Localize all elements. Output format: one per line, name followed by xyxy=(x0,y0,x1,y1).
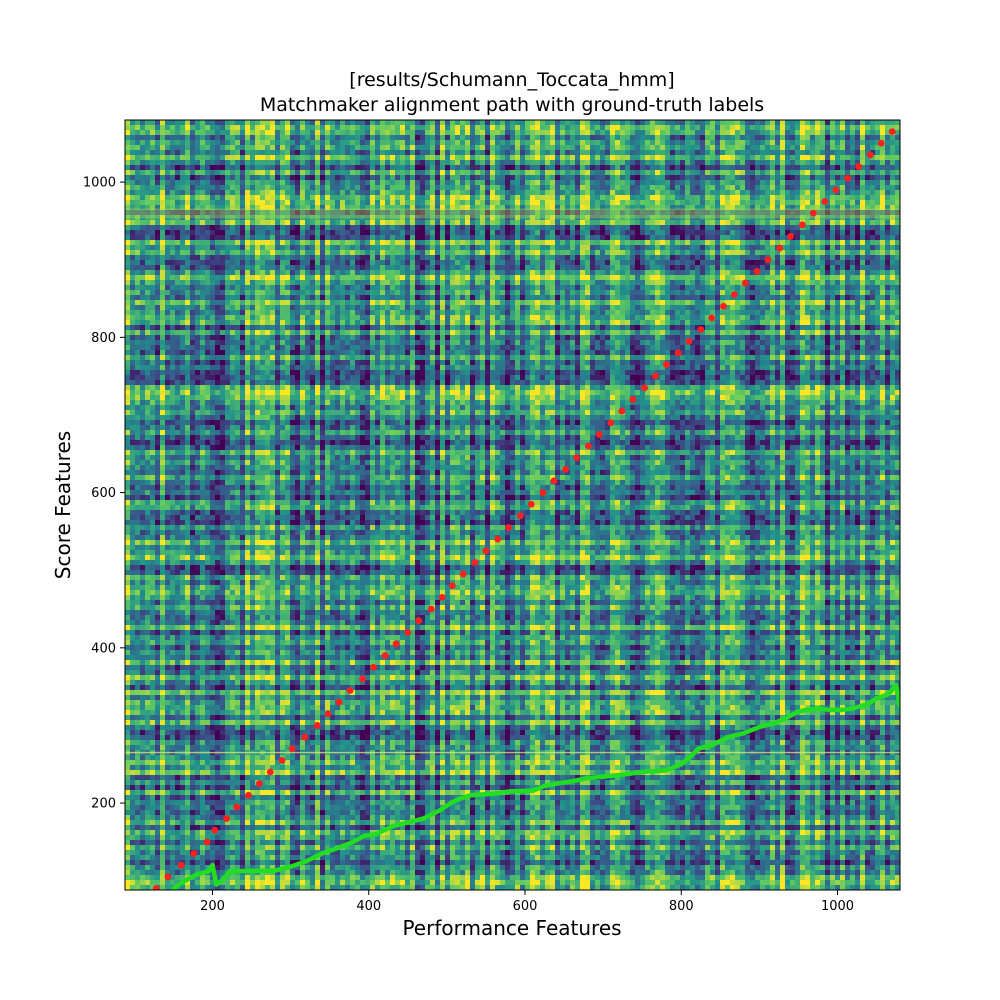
ground-truth-point xyxy=(428,606,435,613)
ground-truth-point xyxy=(336,699,343,706)
ground-truth-point xyxy=(289,745,296,752)
ground-truth-point xyxy=(675,349,682,356)
ground-truth-point xyxy=(165,873,172,880)
cost-heatmap xyxy=(125,120,900,890)
ground-truth-point xyxy=(314,722,321,729)
ground-truth-point xyxy=(256,780,263,787)
alignment-path-segment xyxy=(470,794,493,796)
x-tick-label: 600 xyxy=(513,899,538,914)
alignment-path-segment xyxy=(230,871,275,872)
ground-truth-point xyxy=(505,524,512,531)
alignment-path-segment xyxy=(642,770,665,772)
ground-truth-point xyxy=(855,163,862,170)
ground-truth-point xyxy=(382,652,389,659)
ground-truth-point xyxy=(439,594,446,601)
ground-truth-point xyxy=(267,769,274,776)
x-axis-label: Performance Features xyxy=(402,916,621,940)
ground-truth-point xyxy=(878,140,885,147)
ground-truth-point xyxy=(528,501,535,508)
ground-truth-point xyxy=(204,838,211,845)
x-tick-label: 1000 xyxy=(821,899,854,914)
ground-truth-point xyxy=(153,885,160,892)
ground-truth-point xyxy=(697,326,704,333)
ground-truth-point xyxy=(867,152,874,159)
ground-truth-point xyxy=(608,419,615,426)
ground-truth-point xyxy=(822,198,829,205)
ground-truth-point xyxy=(776,245,783,252)
ground-truth-point xyxy=(483,547,490,554)
alignment-path-segment xyxy=(588,777,604,779)
ground-truth-point xyxy=(370,664,377,671)
y-tick-label: 200 xyxy=(91,797,116,812)
ground-truth-point xyxy=(359,675,366,682)
y-axis-ticks: 200 400 600 800 1000 xyxy=(83,176,125,812)
ground-truth-point xyxy=(889,128,896,135)
ground-truth-point xyxy=(742,280,749,287)
ground-truth-point xyxy=(449,582,456,589)
ground-truth-point xyxy=(562,466,569,473)
alignment-path-segment xyxy=(556,781,572,783)
ground-truth-point xyxy=(517,512,524,519)
x-tick-label: 200 xyxy=(200,899,225,914)
ground-truth-point xyxy=(190,850,197,857)
ground-truth-point xyxy=(686,338,693,345)
ground-truth-point xyxy=(573,454,580,461)
ground-truth-point xyxy=(810,210,817,217)
ground-truth-point xyxy=(245,792,252,799)
ground-truth-point xyxy=(629,396,636,403)
ground-truth-point xyxy=(708,315,715,322)
x-tick-label: 400 xyxy=(356,899,381,914)
ground-truth-point xyxy=(663,361,670,368)
chart-title-line1: [results/Schumann_Toccata_hmm] xyxy=(349,69,674,91)
ground-truth-point xyxy=(641,384,648,391)
ground-truth-point xyxy=(233,804,240,811)
y-tick-label: 600 xyxy=(91,486,116,501)
ground-truth-point xyxy=(279,757,286,764)
ground-truth-point xyxy=(720,303,727,310)
x-axis-ticks: 200 400 600 800 1000 xyxy=(200,890,854,914)
ground-truth-point xyxy=(799,221,806,228)
chart-title-line2: Matchmaker alignment path with ground-tr… xyxy=(260,94,764,116)
alignment-path-segment xyxy=(494,791,510,793)
ground-truth-point xyxy=(404,629,411,636)
y-tick-label: 400 xyxy=(91,641,116,656)
ground-truth-point xyxy=(585,443,592,450)
alignment-path-segment xyxy=(603,775,619,777)
ground-truth-point xyxy=(472,559,479,566)
ground-truth-point xyxy=(652,373,659,380)
alignment-path-segment xyxy=(509,791,532,792)
ground-truth-point xyxy=(551,478,558,485)
y-tick-label: 800 xyxy=(91,331,116,346)
ground-truth-point xyxy=(833,186,840,193)
ground-truth-point xyxy=(325,710,332,717)
ground-truth-point xyxy=(540,489,547,496)
ground-truth-point xyxy=(765,256,772,263)
ground-truth-point xyxy=(223,815,230,822)
ground-truth-point xyxy=(787,233,794,240)
ground-truth-point xyxy=(754,268,761,275)
ground-truth-point xyxy=(596,431,603,438)
ground-truth-point xyxy=(460,571,467,578)
ground-truth-point xyxy=(618,408,625,415)
ground-truth-point xyxy=(178,862,185,869)
x-tick-label: 800 xyxy=(669,899,694,914)
ground-truth-point xyxy=(347,687,354,694)
alignment-path-segment xyxy=(572,778,588,781)
ground-truth-point xyxy=(494,536,501,543)
ground-truth-point xyxy=(393,641,400,648)
ground-truth-point xyxy=(301,734,308,741)
ground-truth-point xyxy=(211,827,218,834)
y-tick-label: 1000 xyxy=(83,176,116,191)
ground-truth-point xyxy=(731,291,738,298)
ground-truth-point xyxy=(415,617,422,624)
y-axis-label: Score Features xyxy=(51,431,75,579)
ground-truth-point xyxy=(844,175,851,182)
